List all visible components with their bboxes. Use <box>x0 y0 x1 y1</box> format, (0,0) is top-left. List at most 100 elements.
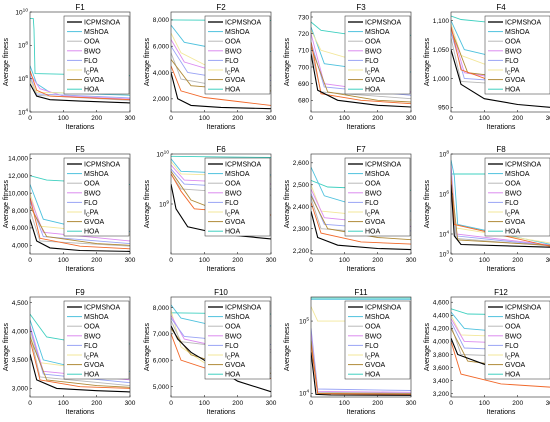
x-axis-label: Iterations <box>66 409 95 416</box>
legend-label-bwo: BWO <box>225 190 242 197</box>
chart-f8: F8 0 100 200 300 103 104 106 108 Iterations Averag… <box>424 145 550 273</box>
legend-label-mshoa: MShOA <box>505 314 530 321</box>
legend-label-ooa: OOA <box>225 324 241 331</box>
y-tick-label: 106 <box>18 74 28 83</box>
plot-frame <box>450 153 550 255</box>
legend-label-bwo: BWO <box>84 190 101 197</box>
legend-label-gvoa: GVOA <box>225 362 246 369</box>
y-tick-label: 4,200 <box>433 326 450 333</box>
legend-label-flo: FLO <box>225 58 239 65</box>
series-line-orange <box>30 197 130 250</box>
x-tick-label: 0 <box>449 400 453 407</box>
x-tick-label: 200 <box>232 115 243 122</box>
y-tick-label: 3,800 <box>433 352 450 359</box>
x-tick-label: 100 <box>479 400 490 407</box>
y-axis-label: Average fitness <box>3 179 10 228</box>
legend-label-ooa: OOA <box>84 181 100 188</box>
plot-frame <box>170 11 272 113</box>
y-tick-label: 6,000 <box>153 44 170 51</box>
series-line-orange <box>30 70 130 101</box>
legend-label-icpmshoa: ICPMShOA <box>365 20 402 27</box>
chart-f5: F5 0 100 200 300 4,000 6,000 8,000 10,000 12,000 1… <box>3 145 136 273</box>
y-axis-label: Average fitness <box>144 322 151 371</box>
series-line-orange <box>311 345 411 395</box>
legend-box <box>484 15 550 95</box>
legend-label-icpa: ICPA <box>365 68 380 77</box>
x-tick-label: 200 <box>372 400 383 407</box>
x-tick-label: 100 <box>199 115 210 122</box>
x-tick-label: 300 <box>406 400 417 407</box>
legend-box <box>344 300 411 380</box>
chart-f10: F10 0 100 200 300 5,000 6,000 7,000 8,000 Iterati… <box>144 288 277 416</box>
legend-label-flo: FLO <box>84 343 98 350</box>
legend-label-bwo: BWO <box>84 48 101 55</box>
legend-label-bwo: BWO <box>84 333 101 340</box>
legend-box <box>484 157 550 237</box>
series-line-orange <box>451 341 550 388</box>
chart-title: F3 <box>356 3 366 12</box>
series-line-gvoa <box>30 205 130 246</box>
legend-label-hoa: HOA <box>365 87 381 94</box>
y-tick-label: 4,600 <box>433 300 450 307</box>
legend-label-hoa: HOA <box>365 372 381 379</box>
legend-label-gvoa: GVOA <box>505 362 526 369</box>
legend-label-icpa: ICPA <box>84 353 99 362</box>
legend-label-flo: FLO <box>84 200 98 207</box>
x-tick-label: 300 <box>406 115 417 122</box>
x-axis-label: Iterations <box>487 124 516 131</box>
legend-label-icpa: ICPA <box>505 210 520 219</box>
x-tick-label: 200 <box>91 257 102 264</box>
series-line-orange <box>311 41 411 105</box>
legend-label-ooa: OOA <box>505 181 521 188</box>
y-tick-label: 10,000 <box>8 190 28 197</box>
legend-label-flo: FLO <box>365 200 379 207</box>
x-tick-label: 200 <box>512 257 523 264</box>
plot-frame <box>450 296 550 398</box>
chart-title: F2 <box>216 3 226 12</box>
legend-label-flo: FLO <box>365 58 379 65</box>
legend-label-icpa: ICPA <box>365 353 380 362</box>
legend-label-icpmshoa: ICPMShOA <box>84 162 121 169</box>
x-axis-label: Iterations <box>207 409 236 416</box>
legend-label-icpmshoa: ICPMShOA <box>84 305 121 312</box>
x-axis-label: Iterations <box>207 124 236 131</box>
legend-label-gvoa: GVOA <box>84 219 105 226</box>
y-tick-label: 2,000 <box>153 96 170 103</box>
y-axis-label: Average fitness <box>424 37 431 86</box>
legend-label-mshoa: MShOA <box>225 171 250 178</box>
legend-label-mshoa: MShOA <box>505 171 530 178</box>
plot-frame <box>170 296 272 398</box>
plot-frame <box>29 11 131 113</box>
legend-label-mshoa: MShOA <box>365 29 390 36</box>
legend-box <box>344 157 411 237</box>
legend-label-ooa: OOA <box>505 324 521 331</box>
series-line-orange <box>451 175 550 247</box>
legend-label-icpa: ICPA <box>365 210 380 219</box>
legend-label-icpa: ICPA <box>225 353 240 362</box>
x-tick-label: 300 <box>125 115 136 122</box>
legend-label-mshoa: MShOA <box>225 314 250 321</box>
series-line-icpmshoa <box>311 53 411 108</box>
x-tick-label: 200 <box>91 115 102 122</box>
series-line-icpmshoa <box>30 353 130 393</box>
chart-title: F11 <box>354 288 368 297</box>
legend-label-flo: FLO <box>225 343 239 350</box>
legend-box <box>63 300 130 380</box>
x-axis-label: Iterations <box>347 124 376 131</box>
x-axis-label: Iterations <box>66 266 95 273</box>
legend-label-gvoa: GVOA <box>365 362 386 369</box>
y-tick-label: 1,050 <box>433 47 450 54</box>
plot-frame <box>310 296 412 398</box>
legend-label-hoa: HOA <box>505 87 521 94</box>
legend-label-flo: FLO <box>505 200 519 207</box>
x-tick-label: 0 <box>28 115 32 122</box>
y-tick-label: 3,200 <box>433 391 450 398</box>
x-tick-label: 300 <box>266 400 277 407</box>
x-tick-label: 200 <box>512 115 523 122</box>
legend-label-gvoa: GVOA <box>365 77 386 84</box>
x-tick-label: 0 <box>449 115 453 122</box>
x-tick-label: 300 <box>266 115 277 122</box>
legend-label-icpa: ICPA <box>84 210 99 219</box>
